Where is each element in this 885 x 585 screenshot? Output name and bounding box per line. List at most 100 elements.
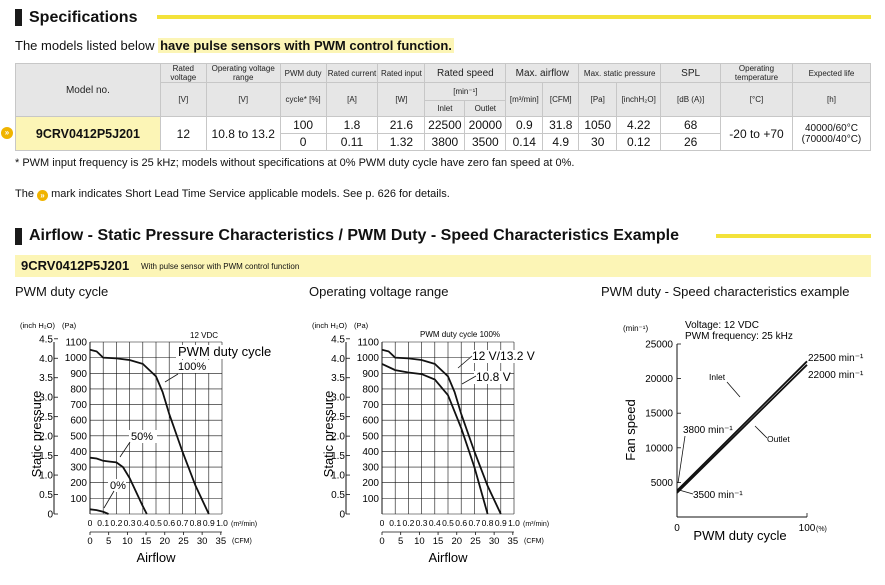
pwm-speed-chart: 5000 10000 15000 20000 25000 (min⁻¹) 0 100 (%) PW… <box>623 320 864 543</box>
th-max-airflow: Max. airflow <box>505 63 580 83</box>
y-tick-label: 600 <box>362 416 379 427</box>
spec-table: Model no. Rated voltage Operating voltag… <box>15 63 872 151</box>
y-tick-label: 15000 <box>645 409 673 420</box>
series-label: Inlet <box>709 372 726 382</box>
x-tick-label: 0.7 <box>468 518 480 528</box>
y-axis-label: Static pressure <box>321 391 336 478</box>
y-tick-label: 700 <box>362 400 379 411</box>
op-voltage-cell: 10.8 to 13.2 <box>205 116 281 151</box>
band-model: 9CRV0412P5J201 <box>21 258 130 273</box>
title-rule <box>716 234 871 238</box>
x-tick-label: 0.6 <box>163 518 175 528</box>
x-tick-label-cfm: 15 <box>141 536 152 547</box>
x-tick-label-cfm: 30 <box>489 536 500 547</box>
leader-line <box>677 435 686 484</box>
x-tick-label: 0.6 <box>455 518 467 528</box>
x-tick-label: 0.9 <box>495 518 507 528</box>
y-tick-label: 700 <box>70 400 87 411</box>
y-tick-label: 800 <box>362 384 379 395</box>
chart-annotation: PWM duty cycle 100% <box>420 330 500 339</box>
y-tick-label: 10000 <box>645 443 673 454</box>
th-airflow-m3: [m³/min] <box>505 82 544 117</box>
input-cell: 21.6 <box>377 116 426 134</box>
y-unit: (min⁻¹) <box>623 324 648 333</box>
static-inch-cell: 0.12 <box>616 133 662 151</box>
x-axis-label: Airflow <box>428 550 468 565</box>
th-max-static: Max. static pressure <box>578 63 662 83</box>
th-rated-current: Rated current <box>325 63 379 83</box>
y-unit-inch: (inch H₂O) <box>20 321 56 330</box>
x-tick-label: 0 <box>88 518 93 528</box>
th-rated-voltage: Rated voltage <box>159 63 207 83</box>
th-rated-current-unit: [A] <box>325 82 379 117</box>
x-tick-label: 0.8 <box>482 518 494 528</box>
y-tick-label-inch: 1.0 <box>39 471 53 482</box>
static-pa-cell: 1050 <box>578 116 618 134</box>
x-tick-label: 1.0 <box>508 518 520 528</box>
th-rated-input-unit: [W] <box>377 82 426 117</box>
y-tick-label: 900 <box>70 369 87 380</box>
section-marker <box>15 9 22 26</box>
y-unit-pa: (Pa) <box>354 321 369 330</box>
y-tick-label: 500 <box>70 431 87 442</box>
th-rated-voltage-unit: [V] <box>159 82 207 117</box>
label-bg <box>176 360 210 373</box>
th-op-voltage-unit: [V] <box>205 82 281 117</box>
th-life: Expected life <box>791 63 872 83</box>
model-band: 9CRV0412P5J201 With pulse sensor with PW… <box>15 255 871 277</box>
y-tick-label: 100 <box>70 494 87 505</box>
x-unit-bottom: (CFM) <box>232 538 252 545</box>
label-bg <box>176 345 274 359</box>
y-tick-label: 400 <box>362 447 379 458</box>
y-tick-label: 1000 <box>65 353 88 364</box>
x-tick-label-cfm: 0 <box>379 536 384 547</box>
th-spl: SPL <box>660 63 722 83</box>
y-tick-label-inch: 2.0 <box>39 432 53 443</box>
inlet-cell: 3800 <box>424 133 466 151</box>
y-tick-label-inch: 0.5 <box>331 490 345 501</box>
rated-voltage-cell: 12 <box>159 116 207 151</box>
x-tick-label: 1.0 <box>216 518 228 528</box>
y-tick-label: 1100 <box>65 338 87 349</box>
static-pa-cell: 30 <box>578 133 618 151</box>
series-line <box>89 508 109 515</box>
y-tick-label: 900 <box>362 369 379 380</box>
th-airflow-cfm: [CFM] <box>542 82 580 117</box>
y-tick-label: 1000 <box>357 353 380 364</box>
x-tick-label-cfm: 10 <box>122 536 133 547</box>
x-tick-label: 0.8 <box>190 518 202 528</box>
x-tick-label-cfm: 35 <box>508 536 519 547</box>
input-cell: 1.32 <box>377 133 426 151</box>
y-tick-label: 200 <box>70 478 87 489</box>
series-label: 0% <box>110 480 126 492</box>
x-tick-label-cfm: 25 <box>470 536 481 547</box>
y-tick-label-inch: 2.5 <box>331 412 345 423</box>
x-tick-label: 0.9 <box>203 518 215 528</box>
slt-prefix: The <box>15 188 34 200</box>
x-tick-label: 0.5 <box>442 518 454 528</box>
y-tick-label: 600 <box>70 416 87 427</box>
y-tick-label-inch: 3.0 <box>39 393 53 404</box>
series-label: Outlet <box>767 434 790 444</box>
y-tick-label-inch: 4.5 <box>331 334 345 345</box>
x-tick-label-cfm: 15 <box>433 536 444 547</box>
series-line <box>381 348 502 515</box>
leader-line <box>103 490 115 509</box>
slt-suffix: mark indicates Short Lead Time Service a… <box>51 188 450 200</box>
label-bg <box>474 371 510 384</box>
th-op-temp-unit: [°C] <box>720 82 793 117</box>
x-tick-label-cfm: 0 <box>87 536 92 547</box>
x-axis-label: Airflow <box>136 550 176 565</box>
life-line-2: (70000/40°C) <box>801 133 862 145</box>
point-label: 22000 min⁻¹ <box>808 370 864 381</box>
chart3-title: PWM duty - Speed characteristics example <box>601 284 850 299</box>
leader-line <box>461 375 477 385</box>
y-tick-label-inch: 3.5 <box>331 373 345 384</box>
x-tick-label: 100 <box>799 523 816 534</box>
y-tick-label-inch: 4.0 <box>39 354 53 365</box>
x-tick-label: 0.4 <box>429 518 441 528</box>
life-line-1: 40000/60°C <box>805 122 858 134</box>
point-label: 3800 min⁻¹ <box>683 425 733 436</box>
label-bg <box>470 350 532 363</box>
leader-line <box>754 425 768 439</box>
